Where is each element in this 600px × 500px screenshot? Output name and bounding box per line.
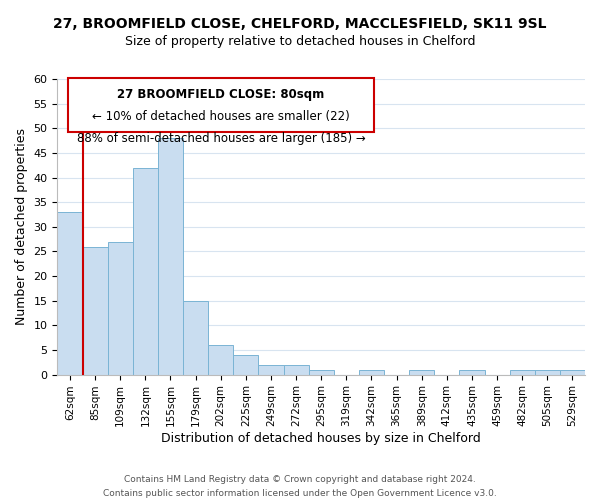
- Bar: [359, 370, 384, 374]
- Bar: [560, 370, 585, 374]
- Text: 88% of semi-detached houses are larger (185) →: 88% of semi-detached houses are larger (…: [77, 132, 365, 145]
- Bar: [284, 364, 308, 374]
- Bar: [460, 370, 485, 374]
- Bar: [83, 246, 107, 374]
- Bar: [183, 300, 208, 374]
- Text: Size of property relative to detached houses in Chelford: Size of property relative to detached ho…: [125, 35, 475, 48]
- Bar: [158, 138, 183, 374]
- Bar: [409, 370, 434, 374]
- Bar: [259, 364, 284, 374]
- Text: 27, BROOMFIELD CLOSE, CHELFORD, MACCLESFIELD, SK11 9SL: 27, BROOMFIELD CLOSE, CHELFORD, MACCLESF…: [53, 18, 547, 32]
- FancyBboxPatch shape: [68, 78, 374, 132]
- Bar: [535, 370, 560, 374]
- X-axis label: Distribution of detached houses by size in Chelford: Distribution of detached houses by size …: [161, 432, 481, 445]
- Text: Contains HM Land Registry data © Crown copyright and database right 2024.
Contai: Contains HM Land Registry data © Crown c…: [103, 476, 497, 498]
- Bar: [308, 370, 334, 374]
- Bar: [133, 168, 158, 374]
- Text: 27 BROOMFIELD CLOSE: 80sqm: 27 BROOMFIELD CLOSE: 80sqm: [118, 88, 325, 101]
- Bar: [107, 242, 133, 374]
- Text: ← 10% of detached houses are smaller (22): ← 10% of detached houses are smaller (22…: [92, 110, 350, 123]
- Bar: [509, 370, 535, 374]
- Bar: [58, 212, 83, 374]
- Bar: [208, 345, 233, 374]
- Y-axis label: Number of detached properties: Number of detached properties: [15, 128, 28, 326]
- Bar: [233, 355, 259, 374]
